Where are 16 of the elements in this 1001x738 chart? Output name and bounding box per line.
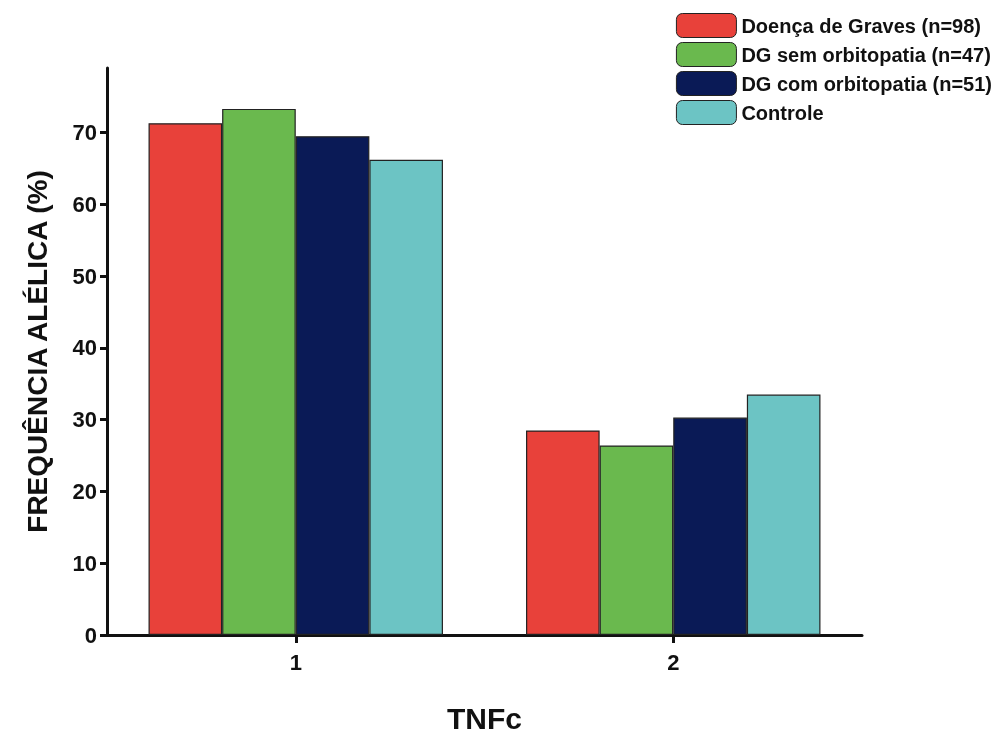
y-tick-label: 50 [72, 263, 97, 289]
y-tick-label: 40 [72, 335, 97, 361]
y-tick-label: 0 [84, 622, 97, 648]
y-axis-title: FREQUÊNCIA ALÉLICA (%) [21, 170, 53, 533]
x-axis-title: TNFc [447, 701, 522, 735]
y-tick-label: 10 [72, 550, 97, 576]
legend-label: DG com orbitopatia (n=51) [741, 72, 993, 95]
y-tick-label: 60 [72, 191, 97, 217]
x-tick-label: 1 [289, 649, 302, 675]
legend-label: Controle [741, 101, 824, 124]
y-tick-label: 30 [72, 407, 97, 433]
legend-label: Doença de Graves (n=98) [741, 14, 981, 37]
y-tick-label: 20 [72, 478, 97, 504]
legend-label: DG sem orbitopatia (n=47) [741, 43, 991, 66]
y-tick-label: 70 [72, 120, 97, 146]
x-tick-label: 2 [667, 649, 680, 675]
